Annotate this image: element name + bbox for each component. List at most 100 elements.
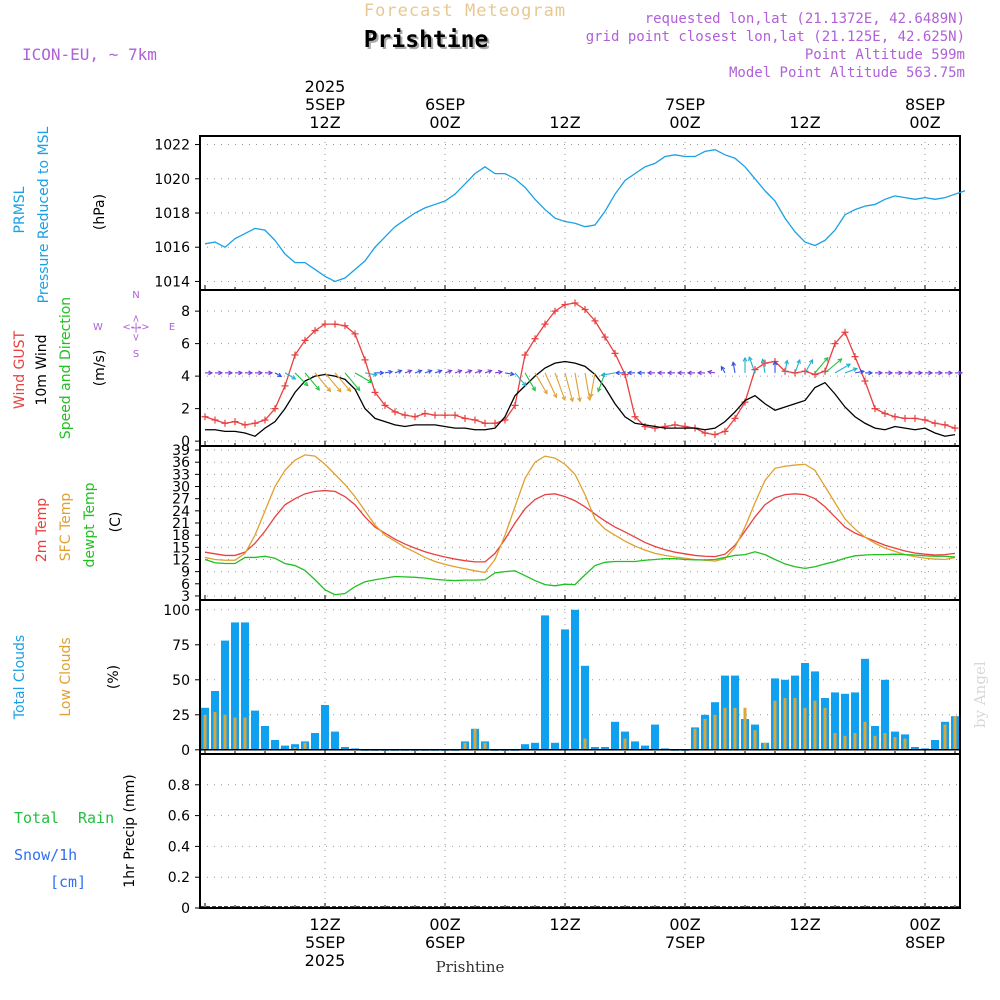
wind-arrow [824, 358, 842, 374]
gust-marker [531, 335, 539, 343]
wind-arrow-head [928, 370, 934, 376]
gust-marker [951, 424, 959, 432]
total-cloud-bar [561, 629, 569, 750]
gust-marker [231, 418, 239, 426]
total-cloud-bar [551, 742, 559, 750]
requested-coords: requested lon,lat (21.1372E, 42.6489N) [645, 11, 965, 27]
compass-w: W [93, 322, 103, 333]
gust-marker [211, 416, 219, 424]
gust-marker [361, 356, 369, 364]
gust-marker [201, 413, 209, 421]
wind-arrow [414, 369, 422, 374]
ytick-label: 6 [181, 577, 190, 593]
ytick-label: 1022 [154, 138, 190, 154]
gust-marker [241, 421, 249, 429]
station-title: Prishtine [364, 27, 489, 53]
gust-marker [561, 301, 569, 309]
gust-marker [701, 429, 709, 437]
low-cloud-bar [763, 742, 767, 750]
wind-arrow [834, 363, 851, 374]
gust-marker [541, 320, 549, 328]
wind-arrow-head [938, 370, 944, 376]
wind-line [205, 360, 956, 437]
wind-arrow [601, 372, 616, 376]
ytick-label: 0.6 [168, 809, 190, 825]
gust-marker [411, 413, 419, 421]
gust-line [204, 302, 956, 436]
total-cloud-bar [241, 622, 249, 750]
total-cloud-bar [231, 622, 239, 750]
wind-arrow-head [531, 386, 536, 392]
wind-arrow-head [303, 381, 309, 387]
wind-arrow-head [868, 370, 874, 376]
gust-marker [291, 351, 299, 359]
total-cloud-bar [321, 705, 329, 750]
ytick-label: 15 [172, 540, 190, 556]
wind-arrow-head [636, 370, 642, 376]
wind-arrow-head [569, 397, 575, 403]
wind-arrow [844, 368, 858, 374]
gust-marker [351, 330, 359, 338]
gust-marker [921, 416, 929, 424]
wind-arrow-head [676, 370, 682, 376]
bottom-time-label: 6SEP [425, 933, 465, 952]
low-cloud-bar [733, 707, 737, 750]
dewpt-label: dewpt Temp [82, 482, 98, 567]
gust-marker [441, 411, 449, 419]
low-cloud-bar [303, 742, 307, 750]
wind-arrow-head [888, 370, 894, 376]
total-cloud-bar [631, 741, 639, 750]
ytick-label: 0.2 [168, 870, 190, 886]
gust-marker [681, 423, 689, 430]
tsfc-label: SFC Temp [58, 493, 74, 562]
wind-arrow-head [238, 370, 244, 376]
bottom-time-label: 2025 [305, 951, 346, 970]
wind-arrow-head [742, 356, 748, 362]
wind-arrow-head [686, 370, 692, 376]
total-cloud-bar [831, 692, 839, 750]
low-cloud-bar [943, 724, 947, 750]
compass-ew-arrow: <-|-> [122, 322, 149, 333]
gust-marker [311, 327, 319, 335]
wind-arrow [364, 372, 377, 376]
ytick-label: 1018 [154, 206, 190, 222]
wind-arrow [294, 372, 309, 386]
low-cloud-bar [463, 742, 467, 750]
low-cloud-bar [883, 733, 887, 750]
wind-arrow-head [588, 393, 594, 399]
wind-arrow-head [846, 363, 852, 368]
wind-arrow-head [427, 369, 433, 374]
wind-arrow [304, 372, 320, 391]
total-cloud-bar [541, 615, 549, 750]
gust-marker [511, 401, 519, 409]
top-time-label: 00Z [429, 113, 460, 132]
wind-arrow [384, 371, 393, 374]
gust-marker [481, 419, 489, 427]
low-cloud-bar [843, 735, 847, 750]
wind-arrow-head [823, 356, 829, 362]
total-cloud-bar [251, 710, 259, 750]
pressure-frame [199, 135, 961, 291]
wind-arrow [464, 369, 472, 374]
wind-arrow [454, 369, 462, 374]
gust-marker [601, 333, 609, 341]
gust-marker [371, 388, 379, 396]
top-time-label: 00Z [669, 113, 700, 132]
wind-arrow [814, 357, 829, 374]
ytick-label: 3 [181, 589, 190, 605]
low-cloud-bar [903, 738, 907, 750]
wind-arrow-head [796, 358, 801, 364]
gust-marker [591, 317, 599, 325]
wind-arrow-head [597, 387, 602, 393]
wind-arrow-head [315, 385, 321, 391]
compass-n: N [132, 290, 139, 301]
product-title: Forecast Meteogram [364, 1, 566, 21]
low-cloud-bar [583, 738, 587, 750]
gust-marker [331, 320, 339, 328]
wind-arrow-head [477, 369, 483, 374]
wind-arrow-head [372, 372, 378, 377]
total-cloud-bar [601, 747, 609, 750]
compass-s: S [133, 349, 139, 360]
tsfc-line [204, 454, 956, 574]
